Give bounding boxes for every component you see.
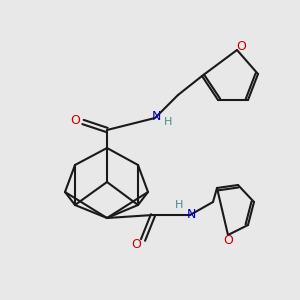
Text: O: O [131,238,141,250]
Text: H: H [164,117,172,127]
Text: H: H [175,200,183,210]
Text: N: N [186,208,196,220]
Text: O: O [70,113,80,127]
Text: O: O [223,235,233,248]
Text: O: O [236,40,246,52]
Text: N: N [151,110,161,124]
